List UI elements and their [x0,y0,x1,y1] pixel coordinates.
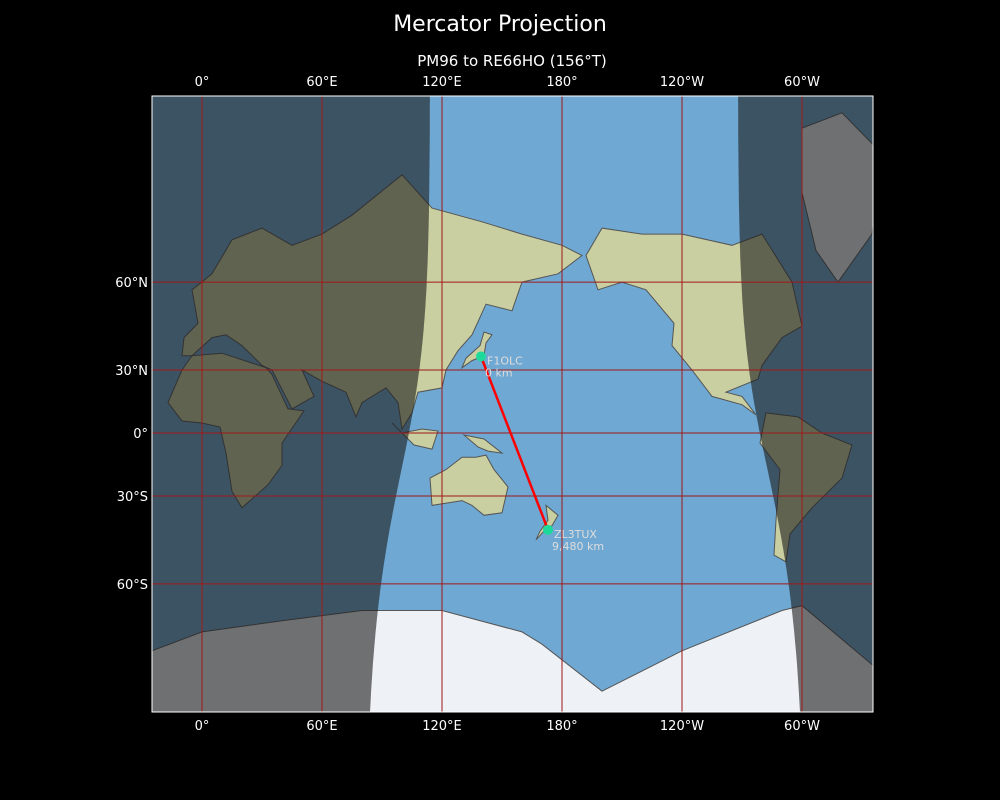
top-lon-tick: 120°W [660,75,704,90]
top-lon-tick: 180° [546,75,577,90]
station-callsign: ZL3TUX [554,528,597,541]
night-shade-east [738,96,873,712]
top-lon-tick: 120°E [422,75,462,90]
land-nz [535,504,559,541]
top-lon-tick: 0° [195,75,210,90]
top-lon-tick: 60°W [784,75,820,90]
chart-title: Mercator Projection [393,12,607,37]
bottom-lon-tick: 60°W [784,719,820,734]
land-japan [460,331,493,370]
top-lon-tick: 60°E [306,75,337,90]
land-australia [429,454,509,516]
station-distance: 9,480 km [552,540,604,553]
station-callsign: F1OLC [487,354,523,367]
map-frame [151,95,874,713]
great-circle-path [479,356,550,531]
bottom-lon-tick: 180° [546,719,577,734]
land-ng [462,434,504,454]
station-distance: 0 km [485,366,513,379]
bottom-lon-tick: 120°E [422,719,462,734]
bottom-lon-tick: 0° [195,719,210,734]
lat-tick: 60°S [117,578,148,593]
bottom-lon-tick: 120°W [660,719,704,734]
station-marker[interactable] [476,351,486,362]
bottom-lon-tick: 60°E [306,719,337,734]
night-shade-west [152,96,430,712]
graticule [152,96,873,712]
lat-tick: 30°N [115,364,148,379]
chart-subtitle: PM96 to RE66HO (156°T) [417,52,607,70]
lat-tick: 30°S [117,490,148,505]
station-marker[interactable] [543,524,553,535]
lat-tick: 60°N [115,276,148,291]
lat-tick: 0° [133,427,148,442]
